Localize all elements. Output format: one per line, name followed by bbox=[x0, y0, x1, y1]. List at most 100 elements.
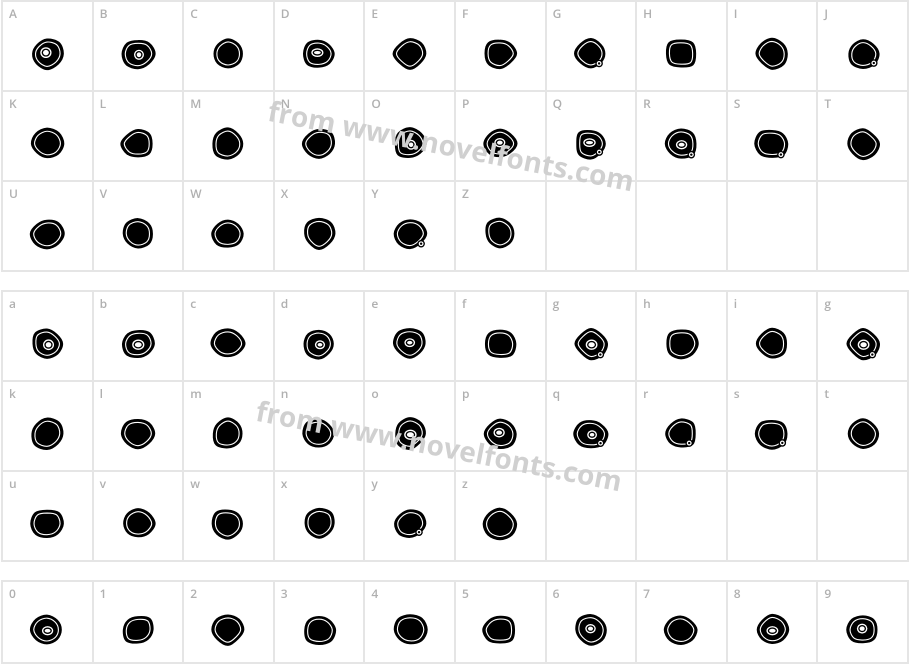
glyph-cell: l bbox=[93, 381, 184, 471]
cell-label: m bbox=[190, 385, 201, 402]
glyph bbox=[3, 582, 92, 662]
cell-label: R bbox=[643, 95, 651, 112]
glyph-cell: E bbox=[364, 1, 455, 91]
glyph-cell: p bbox=[455, 381, 546, 471]
blank-cell bbox=[636, 471, 727, 561]
glyph bbox=[365, 2, 454, 90]
blank-cell bbox=[546, 181, 637, 271]
cell-label: V bbox=[100, 185, 107, 202]
glyph-row: a b c d e f g bbox=[2, 291, 908, 381]
glyph-cell: d bbox=[274, 291, 365, 381]
blank-cell bbox=[546, 471, 637, 561]
cell-label: 5 bbox=[462, 585, 469, 602]
glyph-cell: e bbox=[364, 291, 455, 381]
cell-label: C bbox=[190, 5, 198, 22]
glyph-cell: P bbox=[455, 91, 546, 181]
cell-label: 9 bbox=[824, 585, 831, 602]
glyph-cell: h bbox=[636, 291, 727, 381]
glyph-cell: a bbox=[2, 291, 93, 381]
glyph-row: K L M N O P Q bbox=[2, 91, 908, 181]
glyph bbox=[94, 382, 183, 470]
glyph bbox=[94, 582, 183, 662]
glyph bbox=[728, 382, 817, 470]
cell-label: U bbox=[9, 185, 18, 202]
cell-label: 8 bbox=[734, 585, 741, 602]
glyph-cell: 7 bbox=[636, 581, 727, 663]
glyph-cell: N bbox=[274, 91, 365, 181]
glyph-cell: c bbox=[183, 291, 274, 381]
cell-label: 0 bbox=[9, 585, 16, 602]
glyph bbox=[818, 582, 907, 662]
cell-label: g bbox=[553, 295, 560, 312]
glyph bbox=[456, 292, 545, 380]
blank-cell bbox=[817, 181, 908, 271]
glyph-row: 0 1 2 3 4 5 6 7 8 bbox=[2, 581, 908, 663]
cell-label: P bbox=[462, 95, 469, 112]
cell-label: l bbox=[100, 385, 103, 402]
glyph-cell: X bbox=[274, 181, 365, 271]
glyph-cell: s bbox=[727, 381, 818, 471]
cell-label: r bbox=[643, 385, 648, 402]
cell-label: y bbox=[371, 475, 377, 492]
glyph-cell: 8 bbox=[727, 581, 818, 663]
glyph bbox=[94, 472, 183, 560]
glyph bbox=[728, 292, 817, 380]
glyph-cell: L bbox=[93, 91, 184, 181]
cell-label: t bbox=[824, 385, 829, 402]
cell-label: 6 bbox=[553, 585, 560, 602]
cell-label: G bbox=[553, 5, 562, 22]
glyph bbox=[456, 182, 545, 270]
cell-label: x bbox=[281, 475, 288, 492]
glyph bbox=[818, 2, 907, 90]
cell-label: 3 bbox=[281, 585, 288, 602]
glyph-cell: 1 bbox=[93, 581, 184, 663]
glyph bbox=[365, 292, 454, 380]
cell-label: Y bbox=[371, 185, 378, 202]
glyph-cell: G bbox=[546, 1, 637, 91]
glyph bbox=[3, 292, 92, 380]
cell-label: N bbox=[281, 95, 290, 112]
cell-label: p bbox=[462, 385, 469, 402]
glyph bbox=[818, 292, 907, 380]
cell-label: f bbox=[462, 295, 466, 312]
glyph-cell: m bbox=[183, 381, 274, 471]
glyph bbox=[365, 472, 454, 560]
glyph-row: U V W X Y Z bbox=[2, 181, 908, 271]
glyph-cell: 6 bbox=[546, 581, 637, 663]
glyph bbox=[728, 92, 817, 180]
glyph-row: A B C D E F G bbox=[2, 1, 908, 91]
glyph-cell: f bbox=[455, 291, 546, 381]
glyph-cell: v bbox=[93, 471, 184, 561]
glyph-cell: k bbox=[2, 381, 93, 471]
cell-label: D bbox=[281, 5, 290, 22]
glyph bbox=[547, 582, 636, 662]
glyph bbox=[456, 472, 545, 560]
glyph-cell: S bbox=[727, 91, 818, 181]
glyph-cell: M bbox=[183, 91, 274, 181]
glyph-cell: o bbox=[364, 381, 455, 471]
blank-cell bbox=[727, 181, 818, 271]
glyph bbox=[547, 292, 636, 380]
glyph bbox=[184, 582, 273, 662]
cell-label: n bbox=[281, 385, 289, 402]
cell-label: 7 bbox=[643, 585, 650, 602]
glyph-cell: i bbox=[727, 291, 818, 381]
glyph-cell: x bbox=[274, 471, 365, 561]
glyph-cell: g bbox=[546, 291, 637, 381]
cell-label: v bbox=[100, 475, 106, 492]
glyph-cell: w bbox=[183, 471, 274, 561]
glyph-cell: 2 bbox=[183, 581, 274, 663]
cell-label: b bbox=[100, 295, 107, 312]
glyph-cell: R bbox=[636, 91, 727, 181]
section-gap bbox=[0, 562, 911, 580]
glyph bbox=[456, 2, 545, 90]
cell-label: F bbox=[462, 5, 468, 22]
glyph bbox=[728, 582, 817, 662]
cell-label: 1 bbox=[100, 585, 107, 602]
glyph-cell: B bbox=[93, 1, 184, 91]
cell-label: k bbox=[9, 385, 16, 402]
glyph bbox=[456, 582, 545, 662]
section-gap bbox=[0, 272, 911, 290]
glyph-cell: g bbox=[817, 291, 908, 381]
cell-label: S bbox=[734, 95, 741, 112]
